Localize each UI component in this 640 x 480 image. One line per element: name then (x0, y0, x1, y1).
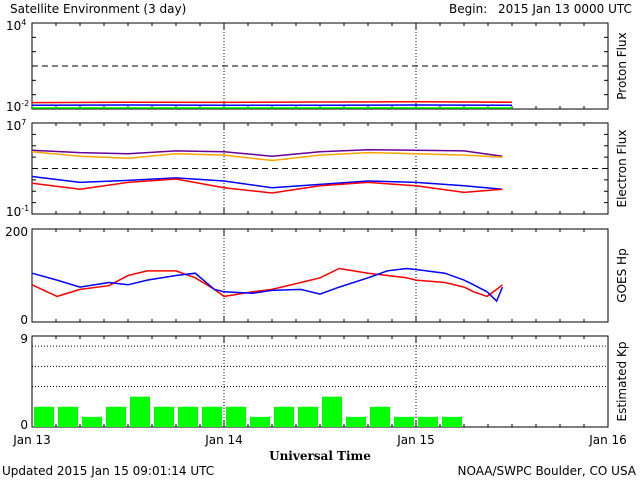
x-axis-label: Universal Time (269, 449, 371, 463)
kp-bar (274, 406, 294, 427)
kp-bar (154, 406, 174, 427)
kp-bar (58, 406, 78, 427)
x-tick-label: Jan 13 (12, 433, 51, 447)
proton-y-tick-label: 10-2 (6, 99, 29, 114)
goes_hp-y-tick-label: 200 (5, 225, 28, 239)
goes_hp-frame (31, 228, 609, 323)
x-tick-label: Jan 16 (588, 433, 627, 447)
kp-bar (442, 416, 462, 427)
kp-bar (298, 406, 318, 427)
kp-bar (34, 406, 54, 427)
goes_hp-y-axis-label: GOES Hp (615, 248, 629, 302)
kp-bar (418, 416, 438, 427)
kp-bar (226, 406, 246, 427)
electron-series-orange (31, 150, 503, 162)
kp-bar (106, 406, 126, 427)
proton-series-red (31, 101, 513, 104)
electron-y-tick-label: 10-1 (6, 204, 29, 219)
begin-label: Begin: (449, 2, 487, 16)
proton-y-tick-label: 104 (6, 18, 26, 33)
kp-y-axis-label: Estimated Kp (615, 342, 629, 422)
updated-timestamp: Updated 2015 Jan 15 09:01:14 UTC (2, 464, 214, 478)
kp-bar (178, 406, 198, 427)
chart-title: Satellite Environment (3 day) (10, 2, 186, 16)
electron-frame (31, 122, 609, 215)
credit-text: NOAA/SWPC Boulder, CO USA (458, 464, 637, 478)
kp-bar (130, 396, 150, 427)
kp-bar (346, 416, 366, 427)
kp-y-tick-label: 0 (20, 418, 28, 432)
electron-y-axis-label: Electron Flux (615, 130, 629, 208)
kp-bar (394, 416, 414, 427)
kp-bar (82, 416, 102, 427)
x-tick-label: Jan 15 (396, 433, 435, 447)
plot-panels: 104 10-2 Proton Flux 107 10-1 Electron Flux 20… (5, 18, 629, 447)
goes_hp-y-tick-label: 0 (20, 313, 28, 327)
kp-bar (250, 416, 270, 427)
proton-y-axis-label: Proton Flux (615, 32, 629, 99)
electron-series-blue (31, 175, 503, 190)
electron-series-purple (31, 148, 503, 157)
goes_hp-series-blue (31, 267, 504, 303)
kp-y-tick-label: 9 (20, 332, 28, 346)
panel-goes_hp: 200 0 GOES Hp (5, 225, 629, 327)
electron-series-red (31, 178, 503, 194)
kp-bar (370, 406, 390, 427)
kp-bar (202, 406, 222, 427)
electron-y-tick-label: 107 (6, 118, 26, 133)
panel-electron: 107 10-1 Electron Flux (6, 118, 629, 219)
panel-kp: 9 0 Estimated Kp (20, 332, 629, 432)
kp-bar (322, 396, 342, 427)
begin-value: 2015 Jan 13 0000 UTC (498, 2, 632, 16)
panel-proton: 104 10-2 Proton Flux (6, 18, 629, 114)
x-tick-label: Jan 14 (204, 433, 243, 447)
goes_hp-series-red (31, 267, 503, 298)
proton-frame (31, 22, 609, 110)
